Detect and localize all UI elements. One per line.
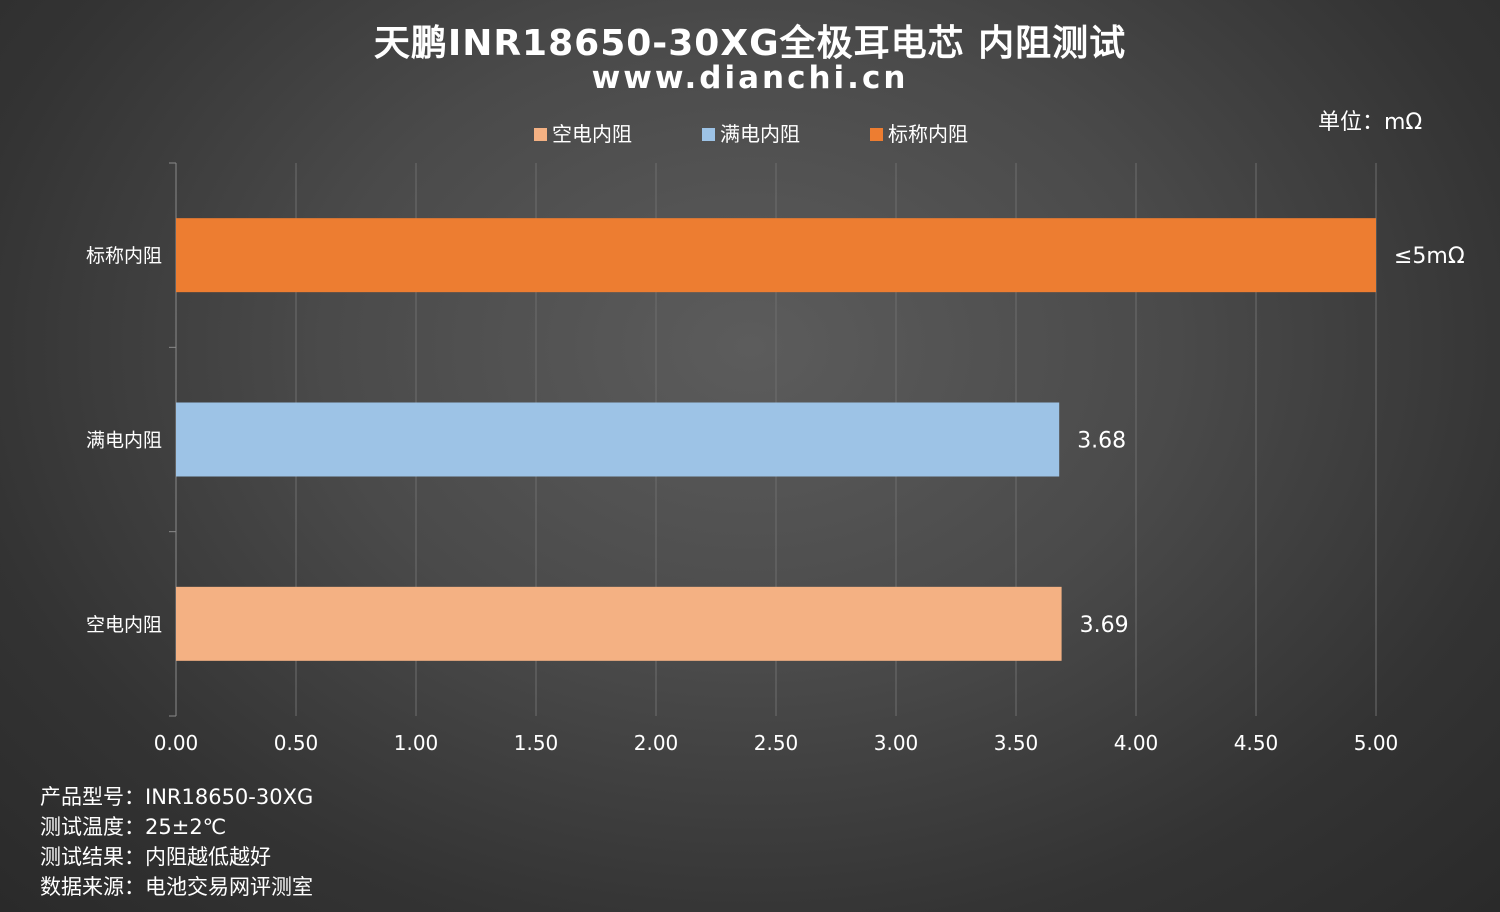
bar: [176, 218, 1376, 293]
x-tick-label: 2.00: [634, 731, 679, 755]
x-tick-label: 3.00: [874, 731, 919, 755]
bar: [176, 586, 1062, 661]
data-label: ≤5mΩ: [1394, 244, 1465, 269]
legend-label-full: 满电内阻: [720, 122, 800, 146]
chart-title: 天鹏INR18650-30XG全极耳电芯 内阻测试: [373, 23, 1127, 64]
legend-swatch-nominal: [870, 127, 883, 141]
notes: 产品型号：INR18650-30XG 测试温度：25±2℃ 测试结果：内阻越低越…: [40, 782, 313, 902]
x-tick-label: 4.50: [1234, 731, 1279, 755]
legend-item-empty: 空电内阻: [534, 120, 632, 148]
data-label: 3.68: [1077, 429, 1126, 454]
y-category-label: 满电内阻: [86, 430, 162, 452]
note-result: 测试结果：内阻越低越好: [40, 845, 271, 869]
x-tick-label: 4.00: [1114, 731, 1159, 755]
x-tick-label: 2.50: [754, 731, 799, 755]
legend-swatch-empty: [534, 127, 547, 141]
x-tick-label: 3.50: [994, 731, 1039, 755]
legend-label-nominal: 标称内阻: [888, 122, 968, 146]
x-tick-label: 0.50: [274, 731, 319, 755]
note-model: 产品型号：INR18650-30XG: [40, 785, 314, 809]
legend-item-full: 满电内阻: [702, 120, 800, 148]
bar: [176, 402, 1060, 477]
x-tick-label: 1.50: [514, 731, 559, 755]
x-tick-label: 0.00: [154, 731, 199, 755]
note-temperature: 测试温度：25±2℃: [40, 815, 227, 839]
chart-subtitle: www.dianchi.cn: [591, 60, 909, 96]
note-source: 数据来源：电池交易网评测室: [40, 875, 313, 899]
x-tick-label: 1.00: [394, 731, 439, 755]
legend-swatch-full: [702, 127, 715, 141]
unit-label: 单位：mΩ: [1318, 110, 1423, 135]
y-category-label: 空电内阻: [86, 614, 162, 636]
data-label: 3.69: [1080, 613, 1129, 638]
legend-label-empty: 空电内阻: [552, 122, 632, 146]
x-tick-label: 5.00: [1354, 731, 1399, 755]
legend-item-nominal: 标称内阻: [870, 120, 968, 148]
legend: 空电内阻 满电内阻 标称内阻: [0, 120, 1500, 148]
y-category-label: 标称内阻: [86, 245, 162, 267]
